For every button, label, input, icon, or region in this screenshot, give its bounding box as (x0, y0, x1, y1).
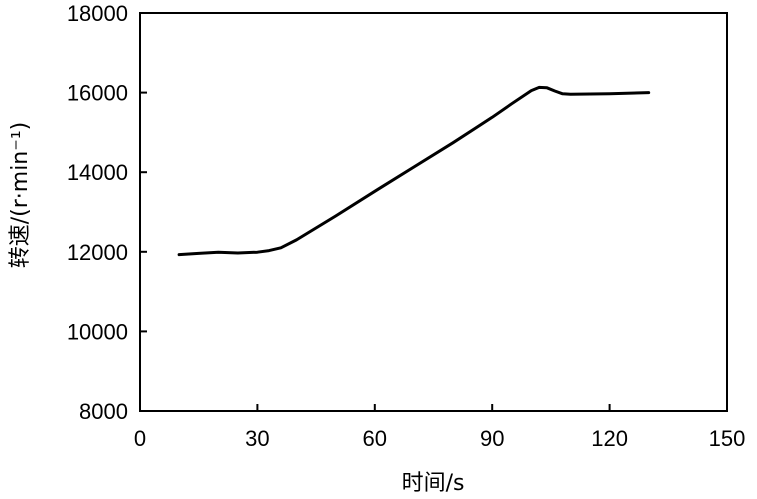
plot-frame (139, 12, 728, 412)
speed-series-line (177, 85, 651, 257)
x-tick-label: 60 (363, 426, 387, 451)
x-tick-label: 150 (709, 426, 746, 451)
y-axis-title: 转速/(r·min⁻¹) (8, 122, 33, 269)
y-tick-label: 12000 (67, 240, 128, 265)
y-tick-label: 14000 (67, 160, 128, 185)
x-axis-title: 时间/s (402, 471, 465, 496)
y-tick-label: 10000 (67, 319, 128, 344)
x-tick-label: 0 (134, 426, 146, 451)
x-tick-label: 90 (480, 426, 504, 451)
x-tick-label: 30 (245, 426, 269, 451)
ticks-layer: 0 30 60 90 120 150 8000 10000 12000 14000 16000 180… (67, 1, 746, 451)
y-tick-label: 18000 (67, 1, 128, 26)
y-tick-label: 8000 (79, 399, 128, 424)
x-tick-label: 120 (591, 426, 628, 451)
y-tick-label: 16000 (67, 81, 128, 106)
